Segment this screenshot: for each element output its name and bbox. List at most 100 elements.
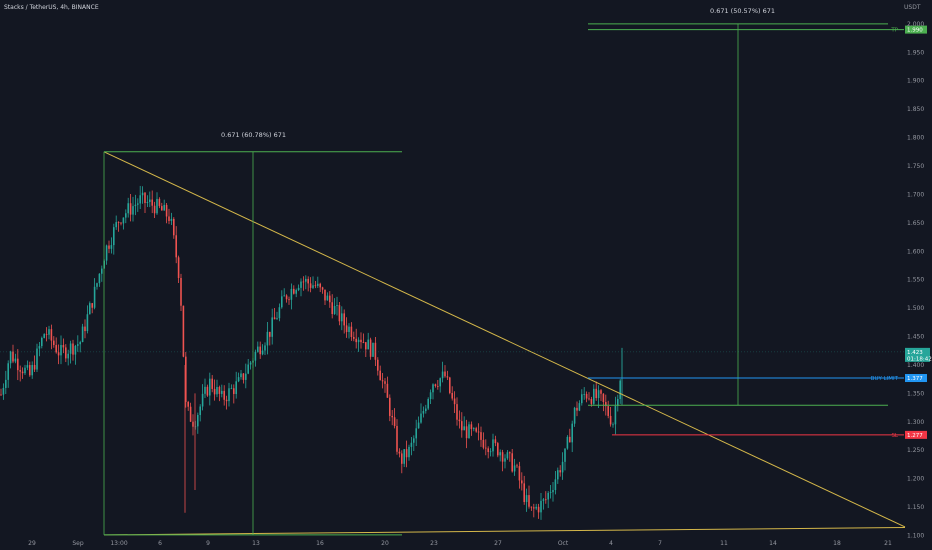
price-axis[interactable]: 2.000 1.950 1.900 1.850 1.800 1.750 1.700 1.650… [907, 21, 924, 540]
candle-body [36, 348, 38, 370]
candle-body [355, 338, 357, 343]
candle-body [285, 295, 288, 300]
candle-body [201, 393, 204, 407]
candle-body [403, 449, 405, 464]
x-tick-label: 13 [252, 540, 260, 547]
x-tick-label: 23 [430, 540, 438, 547]
candle-body [48, 329, 50, 335]
candle-body [175, 235, 177, 258]
candle-body [96, 283, 98, 287]
candle-body [511, 453, 513, 472]
last-price-text: 1.423 [907, 350, 923, 356]
candle-body [24, 367, 26, 374]
candle-body [77, 344, 79, 346]
candle-body [367, 339, 369, 350]
candle-body [542, 499, 545, 501]
y-tick-label: 1.700 [907, 191, 924, 198]
candle-body [21, 371, 24, 374]
candle-body [386, 383, 389, 398]
descending-trendline [103, 151, 906, 528]
candle-body [170, 218, 173, 221]
candle-body [209, 378, 211, 396]
candle-body [607, 406, 609, 416]
y-tick-label: 1.450 [907, 334, 924, 341]
candle-body [437, 386, 439, 387]
y-tick-label: 1.750 [907, 163, 924, 170]
candle-body [276, 318, 278, 320]
candle-body [84, 326, 86, 332]
candle-body [293, 288, 295, 294]
candle-body [218, 386, 221, 394]
buy-limit-level-label: BUY LIMIT [871, 376, 899, 382]
candle-body [38, 346, 41, 349]
candle-body [499, 452, 501, 456]
candle-body [600, 390, 602, 394]
candle-body [463, 426, 465, 431]
candle-body [312, 285, 314, 288]
candle-body [506, 452, 509, 459]
candle-body [413, 438, 415, 443]
candle-body [86, 314, 89, 332]
candle-body [17, 358, 19, 371]
candle-body [149, 199, 151, 202]
candle-body [288, 299, 290, 301]
candle-body [108, 245, 110, 249]
candle-body [602, 393, 605, 403]
candle-body [120, 222, 122, 224]
candle-body [348, 326, 350, 332]
candle-body [365, 342, 367, 350]
candle-body [540, 500, 542, 513]
candle-body [101, 268, 103, 274]
candle-body [151, 199, 153, 206]
candle-body [446, 376, 449, 378]
candle-body [593, 388, 595, 404]
candles-layer [0, 185, 623, 520]
candle-body [427, 398, 429, 409]
candle-body [163, 204, 165, 211]
candle-body [566, 436, 569, 449]
candle-body [425, 408, 427, 412]
tp-level-badge [905, 25, 927, 34]
measure-label-2: 0.671 (50.57%) 671 [710, 7, 775, 15]
candle-body [576, 407, 578, 411]
candle-body [590, 399, 593, 404]
candle-body [324, 289, 326, 301]
candle-body [473, 428, 475, 430]
candle-body [444, 371, 446, 377]
candle-body [197, 414, 199, 427]
candle-body [314, 285, 317, 287]
candle-body [326, 295, 329, 301]
candle-body [391, 415, 393, 418]
candle-body [91, 303, 93, 308]
candle-body [516, 465, 518, 467]
candle-body [441, 371, 444, 379]
y-tick-label: 1.850 [907, 106, 924, 113]
candle-body [237, 377, 240, 382]
x-tick-label: 7 [658, 540, 662, 547]
stop-loss-level-badge-text: 1.277 [907, 433, 923, 439]
candle-body [449, 377, 451, 393]
candle-body [535, 506, 537, 509]
y-tick-label: 1.300 [907, 419, 924, 426]
candle-body [132, 206, 134, 215]
candle-body [317, 283, 319, 286]
candle-body [62, 345, 65, 348]
candle-body [182, 305, 185, 357]
time-axis[interactable]: 29 Sep 13:00 6 9 13 16 20 23 27 Oct 4 7 11 14 18 21 [28, 540, 892, 547]
candle-body [278, 307, 281, 319]
candle-body [494, 439, 497, 444]
x-tick-label: 6 [158, 540, 162, 547]
candle-body [569, 436, 571, 443]
y-tick-label: 1.600 [907, 248, 924, 255]
candle-body [461, 421, 463, 431]
candle-body [396, 425, 398, 452]
candle-body [482, 439, 485, 448]
candle-body [14, 358, 17, 362]
candle-body [410, 442, 413, 447]
candle-body [470, 424, 473, 430]
candle-body [362, 342, 365, 343]
candle-body [513, 465, 516, 472]
candle-body [374, 342, 377, 360]
